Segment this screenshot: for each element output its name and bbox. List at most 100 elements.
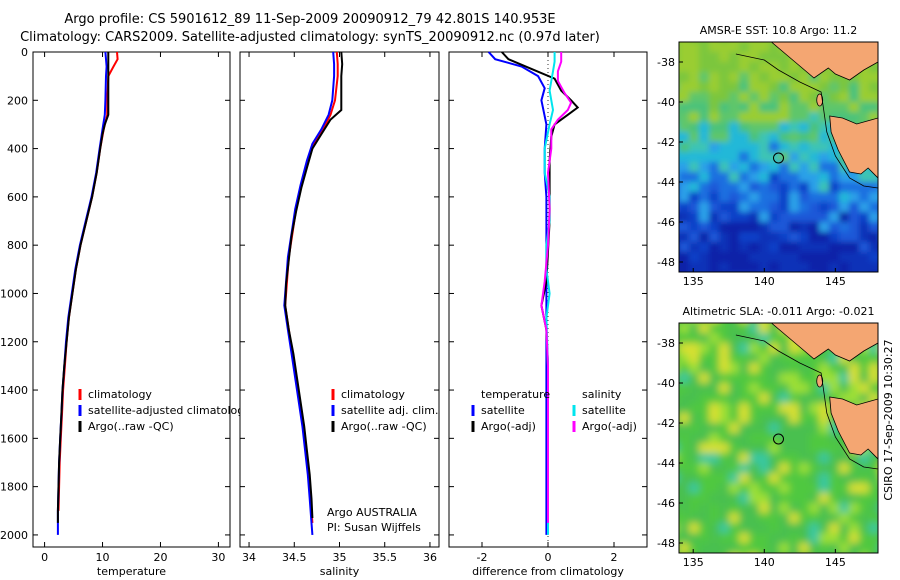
map-cell	[819, 202, 830, 213]
map-cell	[709, 433, 720, 444]
map-cell	[839, 252, 850, 263]
map-cell	[729, 52, 740, 63]
map-cell	[839, 503, 850, 514]
map-cell	[699, 132, 710, 143]
map-cell	[839, 473, 850, 484]
map-cell	[699, 403, 710, 414]
map-cell	[879, 82, 890, 93]
x-tick-label: -2	[477, 551, 488, 564]
y-tick-label: -46	[657, 497, 675, 510]
map-cell	[779, 242, 790, 253]
map-cell	[799, 483, 810, 494]
map-cell	[749, 72, 760, 83]
map-cell	[819, 92, 830, 103]
map-cell	[789, 162, 800, 173]
map-cell	[799, 182, 810, 193]
map-cell	[689, 122, 700, 133]
map-cell	[819, 192, 830, 203]
map-cell	[859, 473, 870, 484]
panel-frame	[32, 51, 231, 548]
map-cell	[769, 533, 780, 544]
y-tick-label: -46	[657, 216, 675, 229]
map-cell	[699, 413, 710, 424]
map-cell	[789, 533, 800, 544]
map-cell	[689, 373, 700, 384]
map-cell	[819, 403, 830, 414]
map-cell	[749, 373, 760, 384]
map-cell	[719, 513, 730, 524]
map-cell	[869, 383, 878, 394]
map-cell	[729, 162, 740, 173]
y-tick-label: -38	[657, 337, 675, 350]
map-cell	[839, 172, 850, 183]
map-cell	[749, 413, 760, 424]
map-cell	[709, 142, 720, 153]
map-cell	[719, 262, 730, 272]
series-line-magenta	[540, 52, 573, 523]
map-cell	[769, 523, 780, 534]
map-cell	[699, 102, 710, 113]
map-cell	[759, 383, 770, 394]
map-cell	[869, 262, 878, 272]
map-cell	[759, 373, 770, 384]
map-cell	[879, 513, 890, 524]
map-cell	[769, 413, 780, 424]
y-tick-label: 1400	[0, 384, 28, 397]
map-cell	[829, 202, 840, 213]
map-cell	[839, 242, 850, 253]
map-cell	[869, 543, 878, 553]
map-cell	[709, 533, 720, 544]
map-cell	[839, 82, 850, 93]
map-cell	[879, 122, 890, 133]
map-cell	[679, 323, 680, 334]
map-cell	[879, 272, 890, 283]
map-cell	[709, 92, 720, 103]
map-cell	[679, 413, 690, 424]
map-cell	[769, 92, 780, 103]
map-cell	[779, 533, 790, 544]
map-cell	[719, 162, 730, 173]
map-cell	[809, 202, 820, 213]
map-cell	[689, 493, 700, 504]
map-cell	[679, 463, 690, 474]
map-cell	[849, 242, 860, 253]
map-cell	[769, 132, 780, 143]
map-cell	[809, 122, 820, 133]
y-tick-label: 800	[7, 239, 28, 252]
map-cell	[739, 453, 750, 464]
map-cell	[799, 533, 810, 544]
map-cell	[779, 343, 790, 354]
map-cell	[689, 333, 700, 344]
map-cell	[689, 132, 700, 143]
map-cell	[829, 162, 840, 173]
map-cell	[669, 272, 680, 283]
map-cell	[849, 523, 860, 534]
map-cell	[789, 232, 800, 243]
map-cell	[739, 112, 750, 123]
map-cell	[709, 363, 720, 374]
map-cell	[749, 202, 760, 213]
map-cell	[749, 142, 760, 153]
x-tick-label: 135	[683, 275, 704, 288]
map-cell	[849, 373, 860, 384]
map-cell	[849, 192, 860, 203]
map-cell	[739, 493, 750, 504]
map-cell	[709, 473, 720, 484]
map-cell	[709, 72, 720, 83]
map-cell	[679, 543, 690, 553]
map-cell	[699, 152, 710, 163]
shelf-contour	[735, 334, 878, 470]
map-cell	[759, 503, 770, 514]
map-cell	[739, 262, 750, 272]
map-cell	[819, 383, 830, 394]
map-cell	[869, 62, 878, 73]
map-cell	[769, 72, 780, 83]
map-cell	[759, 92, 770, 103]
map-cell	[839, 212, 850, 223]
map-cell	[789, 403, 800, 414]
map-cell	[849, 272, 860, 283]
map-cell	[769, 393, 780, 404]
map-cell	[759, 463, 770, 474]
map-cell	[679, 473, 690, 484]
y-tick-label: 200	[7, 94, 28, 107]
